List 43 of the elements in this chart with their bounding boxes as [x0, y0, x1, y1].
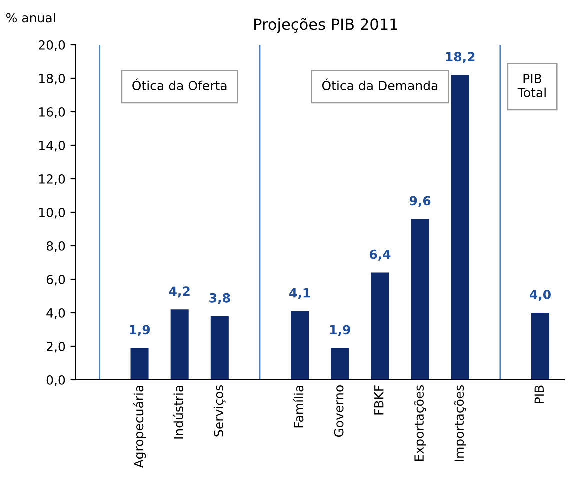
data-label: 1,9 [130, 325, 150, 336]
annotation: Ótica da Oferta [132, 78, 227, 90]
data-label: 9,6 [410, 196, 431, 208]
y-tick-label: 8,0 [46, 241, 66, 252]
x-tick-label: PIB [534, 386, 544, 404]
x-tick-label: Importações [454, 385, 467, 462]
y-tick-label: 14,0 [39, 140, 66, 152]
data-label: 4,1 [290, 288, 310, 300]
x-tick-label: Governo [334, 386, 344, 438]
x-tick-label: Agropecuária [133, 386, 146, 468]
y-tick-label: 12,0 [39, 174, 66, 186]
y-tick-label: 16,0 [39, 107, 66, 118]
y-tick-label: 20,0 [39, 40, 66, 52]
y-tick-label: 2,0 [46, 342, 66, 353]
y-tick-label: 0,0 [46, 375, 66, 386]
data-label: 6,4 [370, 250, 391, 261]
bar [371, 272, 390, 380]
bar [130, 348, 149, 380]
data-label: 4,0 [530, 290, 551, 302]
y-tick-label: 4,0 [46, 308, 66, 320]
y-tick-label: 10,0 [39, 208, 66, 219]
x-tick-label: Indústria [173, 386, 184, 439]
bar [210, 316, 229, 380]
x-tick-label: Serviços [214, 385, 226, 437]
chart-title: Projeções PIB 2011 [254, 18, 398, 34]
y-tick-label: 18,0 [39, 74, 66, 85]
bar [291, 311, 310, 380]
bar [531, 313, 550, 380]
data-label: 18,2 [446, 52, 475, 64]
bar [170, 310, 189, 380]
bar [331, 348, 350, 380]
data-label: 4,2 [169, 286, 190, 298]
y-axis-title: % anual [6, 13, 56, 23]
y-tick-label: 6,0 [46, 274, 66, 286]
data-label: 1,9 [330, 325, 350, 336]
annotation: PIB Total [518, 74, 546, 98]
x-tick-label: Família [294, 386, 304, 428]
bar [411, 219, 430, 380]
x-tick-label: Exportações [414, 385, 426, 461]
data-label: 3,8 [210, 293, 230, 304]
annotation: Ótica da Demanda [322, 78, 438, 90]
bar [451, 75, 470, 380]
x-tick-label: FBKF [374, 386, 384, 415]
